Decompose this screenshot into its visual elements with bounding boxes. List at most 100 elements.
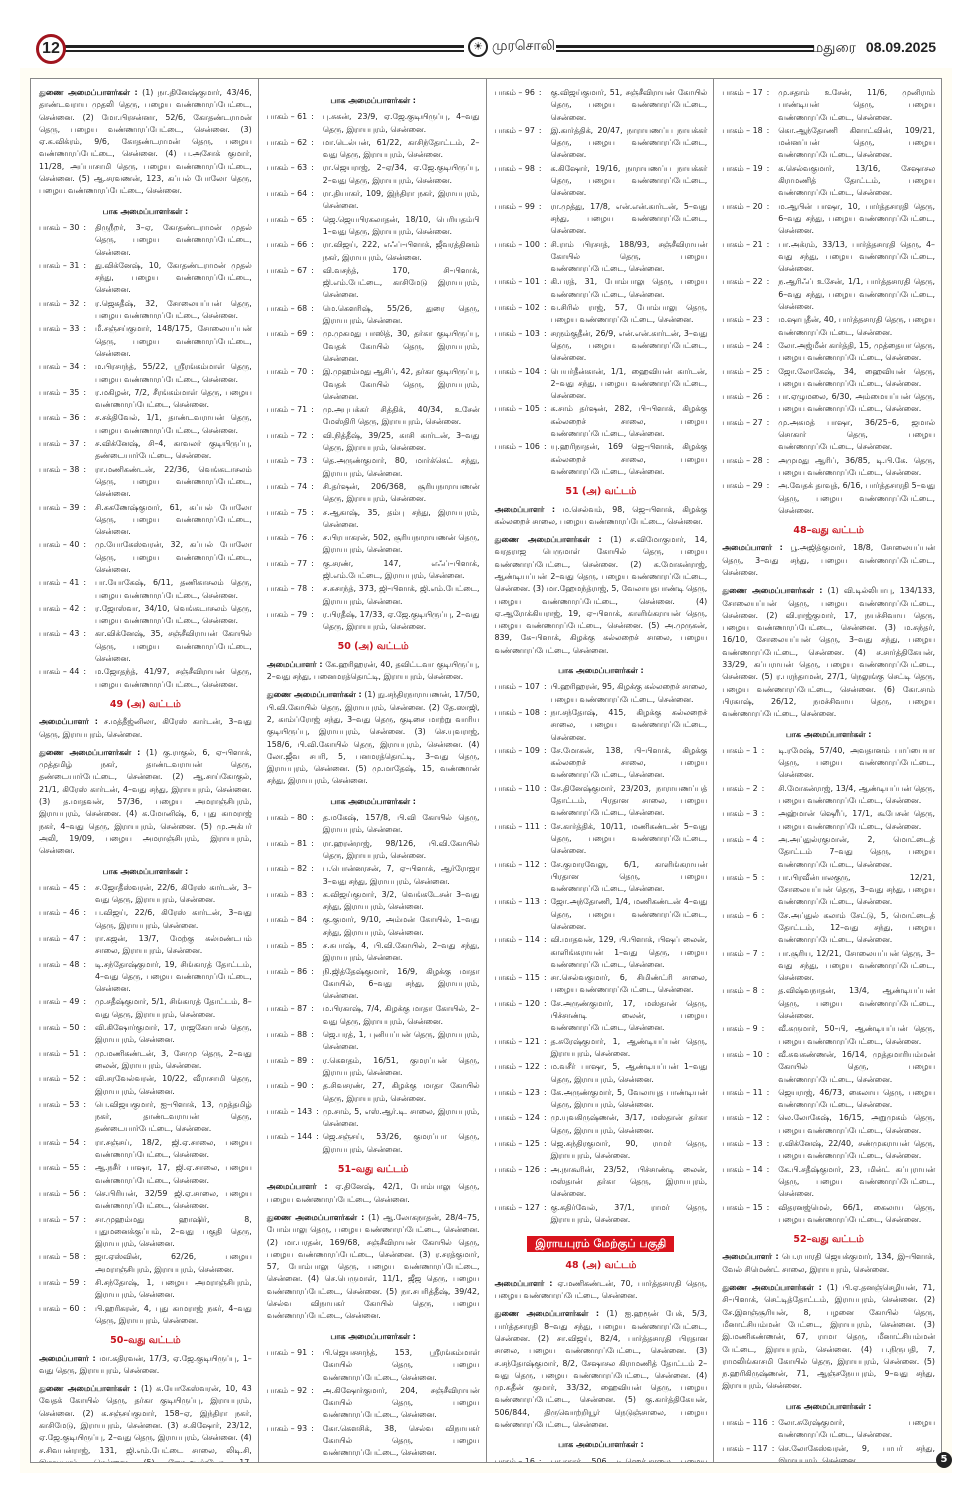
separator: : [543, 935, 547, 945]
part-label: பாகம் – [494, 201, 523, 211]
organizer-paragraph: அமைப்பாளர் : ஏ.மணிகண்டன், 70, பார்த்தசார… [495, 1278, 708, 1303]
part-label: பாகம் – [494, 303, 523, 313]
part-label: பாகம் – [722, 809, 751, 819]
part-organizer: பா.ஏழுமலை, 6/30, அம்மையப்பன் தெரு, பழைய … [778, 392, 935, 414]
part-no: 88 [297, 1030, 308, 1040]
organizer-paragraph: அமைப்பாளர் : பெ.ரபாரதி ஜெயக்குமார், 134,… [722, 1251, 935, 1276]
part-number: பாகம் – 99: [495, 201, 551, 238]
part-label: பாகம் – [494, 88, 523, 97]
part-no: 68 [297, 303, 308, 313]
part-number: பாகம் – 105: [495, 403, 551, 440]
part-entry: பாகம் – 21: பா.அக்ரம், 33/13, பார்த்தசாரத… [722, 239, 935, 276]
part-label: பாகம் – [266, 214, 295, 224]
part-number: பாகம் – 69: [267, 328, 323, 365]
part-label: பாகம் – [494, 1062, 523, 1072]
separator: : [761, 809, 765, 819]
part-entry: பாகம் – 91: பி.ஜெயசசாந்த், 153, ஸ்ரீரங்கம… [267, 1347, 480, 1384]
part-number: பாகம் – 108: [495, 707, 551, 744]
part-label: பாகம் – [266, 405, 295, 415]
separator: : [543, 277, 547, 287]
part-label: பாகம் – [722, 392, 751, 402]
part-number: பாகம் – 15: [722, 1202, 778, 1227]
part-entry: பாகம் – 76: ச.பிரபாகரன், 502, சூரியநாராயண… [267, 532, 480, 557]
part-number: பாகம் – 16: [495, 1456, 551, 1462]
part-label: பாகம் – [39, 1074, 67, 1084]
part-label: பாகம் – [722, 872, 751, 882]
part-label: பாகம் – [722, 1164, 751, 1174]
part-no: 49 [69, 997, 80, 1007]
separator: : [543, 303, 547, 313]
part-no: 93 [297, 1423, 308, 1433]
part-entry: பாகம் – 28: அமுமது ஆரிப், 36/85, டி.பி.கே… [722, 455, 935, 480]
part-organizer: ச.சுசாந்த், 373, ஜி–பிளாக், ஜி.எம்.பேட்ட… [322, 584, 480, 606]
part-no: 36 [69, 413, 80, 423]
separator: : [538, 88, 542, 97]
column-4: பாகம் – 17: மு.சதாம் உசேன், 11/6, முனிராம… [714, 79, 941, 1462]
role-label: அமைப்பாளர் : [494, 1278, 553, 1288]
subheading: பாக அமைப்பாளர்கள் : [785, 729, 872, 739]
separator: : [83, 387, 87, 397]
role-label: அமைப்பாளர் : [494, 504, 556, 514]
part-number: பாகம் – 41: [39, 577, 95, 602]
separator: : [543, 998, 547, 1008]
part-number: பாகம் – 28: [722, 455, 778, 480]
part-organizer: கு.குமார், 9/10, அம்மன் கோயில், 1–வது சந… [322, 915, 480, 937]
part-no: 10 [752, 1049, 763, 1059]
part-no: 38 [69, 464, 80, 474]
part-organizer: செ.லோகேஸ்வரன், 9, பாபர் சந்து, இராயபுரம்… [778, 1443, 935, 1462]
part-number: பாகம் – 144: [267, 1131, 323, 1156]
part-entry: பாகம் – 123: கே.அருண்குமார், 5, வேலாயுத ப… [495, 1087, 708, 1112]
separator: : [311, 813, 314, 823]
separator: : [766, 1139, 770, 1149]
part-entry: பாகம் – 127: கு.கதிர்வேல், 37/1, ராமர் தெ… [495, 1202, 708, 1227]
part-label: பாகம் – [722, 834, 751, 844]
part-organizer: சி.சந்தோஷ், 1, பழைய அமராஞ்சிபுரம், இராயப… [95, 1278, 252, 1300]
separator: : [83, 222, 87, 232]
organizer-details: (1) ச.விமோகுமார், 14, வரதராஜ பெருமாள் கோ… [494, 535, 708, 655]
part-number: பாகம் – 91: [267, 1347, 323, 1384]
part-no: 4 [752, 834, 758, 844]
part-entry: பாகம் – 64: ரா.தியாகர், 109, இந்திரா நகர்… [267, 188, 480, 213]
part-organizer: அ.கிஷோர்குமார், 204, சஞ்சீவிராயன் கோயில்… [322, 1385, 480, 1420]
part-entry: பாகம் – 20: ம.ஆபின் பாஷா, 10, பார்த்தசாரத… [722, 201, 935, 238]
column-1: துணை அமைப்பாளர்கள் : (1) நா.தினேஷ்குமார்… [31, 79, 259, 1462]
subheading: பாக அமைப்பாளர்கள் : [330, 96, 416, 105]
part-label: பாகம் – [266, 163, 295, 173]
part-label: பாகம் – [39, 1188, 67, 1198]
part-label: பாகம் – [39, 1303, 67, 1313]
part-entry: பாகம் – 89: ர.கௌதம், 16/51, குமரப்பன் தெர… [267, 1055, 480, 1080]
part-label: பாகம் – [39, 502, 67, 512]
part-no: 83 [297, 889, 308, 899]
part-no: 50 [69, 1023, 80, 1033]
part-label: பாகம் – [494, 404, 523, 414]
part-label: பாகம் – [722, 88, 751, 97]
organizer-paragraph: அமைப்பாளர் : பூ.அஜித்குமார், 18/8, சோலைய… [722, 542, 935, 579]
part-label: பாகம் – [39, 1023, 67, 1033]
part-entry: பாகம் – 92: அ.கிஷோர்குமார், 204, சஞ்சீவிர… [267, 1385, 480, 1422]
part-label: பாகம் – [722, 1087, 751, 1097]
part-number: பாகம் – 30: [39, 222, 95, 259]
part-entry: பாகம் – 98: க.கிஷோர், 19/16, நாராயணப்ப நா… [495, 163, 708, 200]
separator: : [543, 821, 547, 831]
part-entry: பாகம் – 10: வீ.சுவகண்ணன், 16/14, முத்தமார… [722, 1049, 935, 1086]
part-label: பாகம் – [266, 864, 295, 874]
part-entry: பாகம் – 85: ச.சுபாஷ், 4, பி.வி.கோயில், 2–… [267, 940, 480, 965]
subheading: பாக அமைப்பாளர்கள் : [558, 666, 644, 676]
separator: : [543, 328, 547, 338]
part-number: பாகம் – 20: [722, 201, 778, 238]
part-label: பாகம் – [39, 959, 67, 969]
part-no: 6 [752, 910, 758, 920]
separator: : [766, 1164, 770, 1174]
part-label: பாகம் – [266, 1347, 295, 1357]
part-label: பாகம் – [266, 1004, 295, 1014]
part-number: பாகம் – 125: [495, 1138, 551, 1163]
part-organizer: பி.ஜெயசசாந்த், 153, ஸ்ரீரங்கம்மாள் கோயில… [322, 1347, 480, 1382]
organizer-details: ஏ.மணிகண்டன், 70, பார்த்தசாரதி தெரு, பழைய… [494, 1278, 708, 1301]
part-organizer: சே.குமாரவேலு, 6/1, காளிங்கராயன் பிரதான த… [550, 859, 708, 894]
part-label: பாகம் – [722, 340, 751, 350]
part-number: பாகம் – 76: [267, 532, 323, 557]
part-entry: பாகம் – 13: ர.விக்னேஷ், 22/40, சண்முகராயன… [722, 1138, 935, 1163]
part-label: பாகம் – [722, 745, 751, 755]
part-organizer: சி.ராம் பிரசாத், 188/93, சஞ்சீவிராயன் கோ… [550, 239, 708, 274]
separator: : [543, 859, 547, 869]
